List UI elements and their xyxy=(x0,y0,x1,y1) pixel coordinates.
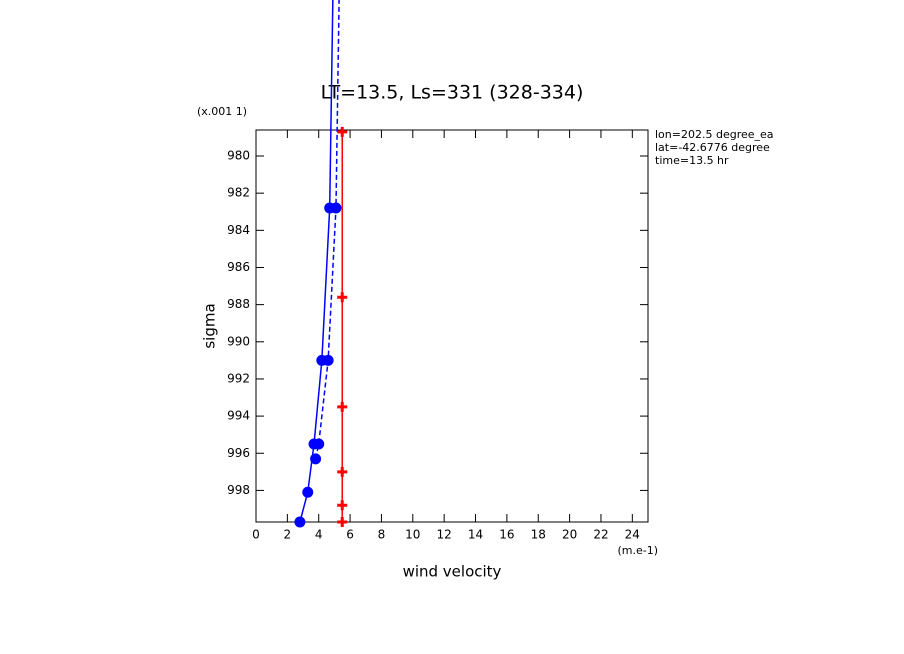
y-tick-label: 982 xyxy=(227,186,250,200)
y-tick-label: 994 xyxy=(227,409,250,423)
marker xyxy=(322,354,334,366)
y-tick-label: 984 xyxy=(227,223,250,237)
x-tick-label: 12 xyxy=(437,528,452,542)
x-tick-label: 24 xyxy=(625,528,640,542)
chart-title: LT=13.5, Ls=331 (328-334) xyxy=(321,82,584,104)
y-tick-label: 986 xyxy=(227,260,250,274)
marker xyxy=(337,466,348,477)
y-tick-label: 990 xyxy=(227,334,250,348)
x-tick-label: 8 xyxy=(378,528,386,542)
y-tick-label: 980 xyxy=(227,149,250,163)
annotation: lon=202.5 degree_ea xyxy=(655,128,774,141)
x-unit: (m.e-1) xyxy=(617,544,658,557)
marker xyxy=(337,500,348,511)
y-tick-label: 988 xyxy=(227,297,250,311)
marker xyxy=(337,401,348,412)
marker xyxy=(337,126,348,137)
y-tick-label: 998 xyxy=(227,483,250,497)
x-tick-label: 6 xyxy=(346,528,354,542)
annotation: time=13.5 hr xyxy=(655,154,729,167)
x-tick-label: 10 xyxy=(405,528,420,542)
y-tick-label: 992 xyxy=(227,371,250,385)
y-unit: (x.001 1) xyxy=(197,105,247,118)
marker xyxy=(294,516,306,528)
x-tick-label: 18 xyxy=(531,528,546,542)
marker xyxy=(330,202,342,214)
x-tick-label: 16 xyxy=(499,528,514,542)
x-tick-label: 22 xyxy=(593,528,608,542)
annotation: lat=-42.6776 degree xyxy=(655,141,770,154)
x-tick-label: 14 xyxy=(468,528,483,542)
marker xyxy=(313,438,325,450)
marker xyxy=(302,486,314,498)
x-axis-label: wind velocity xyxy=(403,563,502,581)
x-tick-label: 20 xyxy=(562,528,577,542)
plot-frame xyxy=(255,129,649,523)
marker xyxy=(337,292,348,303)
x-tick-label: 4 xyxy=(315,528,323,542)
marker xyxy=(310,453,322,465)
x-tick-label: 2 xyxy=(284,528,292,542)
y-axis-label: sigma xyxy=(201,303,219,348)
x-tick-label: 0 xyxy=(252,528,260,542)
marker xyxy=(337,517,348,527)
y-tick-label: 996 xyxy=(227,446,250,460)
